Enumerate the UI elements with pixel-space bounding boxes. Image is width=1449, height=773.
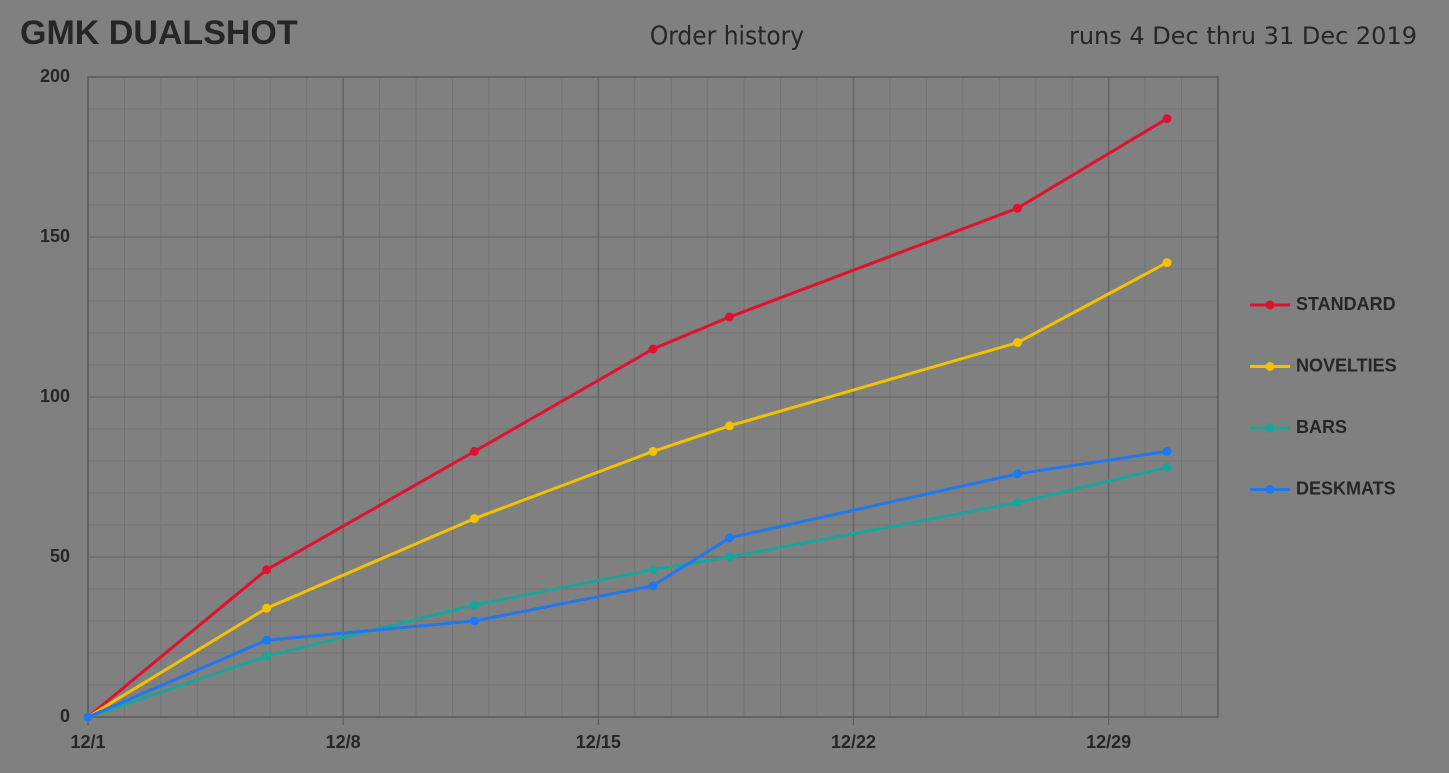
data-point	[1013, 469, 1023, 479]
data-point	[262, 635, 272, 645]
data-point	[262, 565, 272, 575]
data-point	[469, 616, 479, 626]
x-tick-label: 12/22	[831, 732, 876, 752]
y-tick-label: 200	[40, 66, 70, 86]
legend-marker	[1265, 362, 1275, 371]
chart-title: GMK DUALSHOT	[20, 14, 298, 52]
y-tick-label: 0	[60, 706, 70, 726]
data-point	[1162, 114, 1172, 124]
data-point	[648, 344, 658, 354]
data-point	[83, 712, 93, 722]
data-point	[1162, 446, 1172, 456]
data-point	[725, 421, 735, 431]
x-tick-label: 12/8	[326, 732, 361, 752]
legend-marker	[1265, 300, 1275, 310]
data-point	[725, 312, 735, 322]
legend-label: NOVELTIES	[1296, 355, 1397, 375]
x-tick-label: 12/1	[70, 732, 105, 752]
data-point	[648, 565, 658, 575]
y-tick-label: 150	[40, 226, 70, 246]
data-point	[725, 533, 735, 543]
annotation: runs 4 Dec thru 31 Dec 2019	[1069, 22, 1417, 50]
x-tick-label: 12/15	[576, 732, 621, 752]
x-tick-label: 12/29	[1086, 732, 1131, 752]
data-point	[469, 514, 479, 524]
chart-subtitle: Order history	[650, 22, 804, 52]
legend-marker	[1265, 485, 1275, 494]
legend-label: DESKMATS	[1296, 478, 1396, 498]
legend-label: STANDARD	[1296, 294, 1396, 314]
data-point	[1162, 258, 1172, 268]
data-point	[1162, 462, 1172, 472]
data-point	[469, 446, 479, 456]
data-point	[648, 446, 658, 456]
data-point	[725, 552, 735, 562]
data-point	[1013, 498, 1023, 508]
y-tick-label: 50	[50, 546, 70, 566]
data-point	[469, 600, 479, 610]
y-tick-label: 100	[40, 386, 70, 406]
data-point	[648, 581, 658, 591]
legend-label: BARS	[1296, 417, 1347, 437]
plot-border	[87, 76, 1219, 718]
legend-marker	[1265, 423, 1275, 433]
data-point	[262, 603, 272, 613]
data-point	[262, 651, 272, 661]
data-point	[1013, 203, 1023, 213]
data-point	[1013, 338, 1023, 348]
